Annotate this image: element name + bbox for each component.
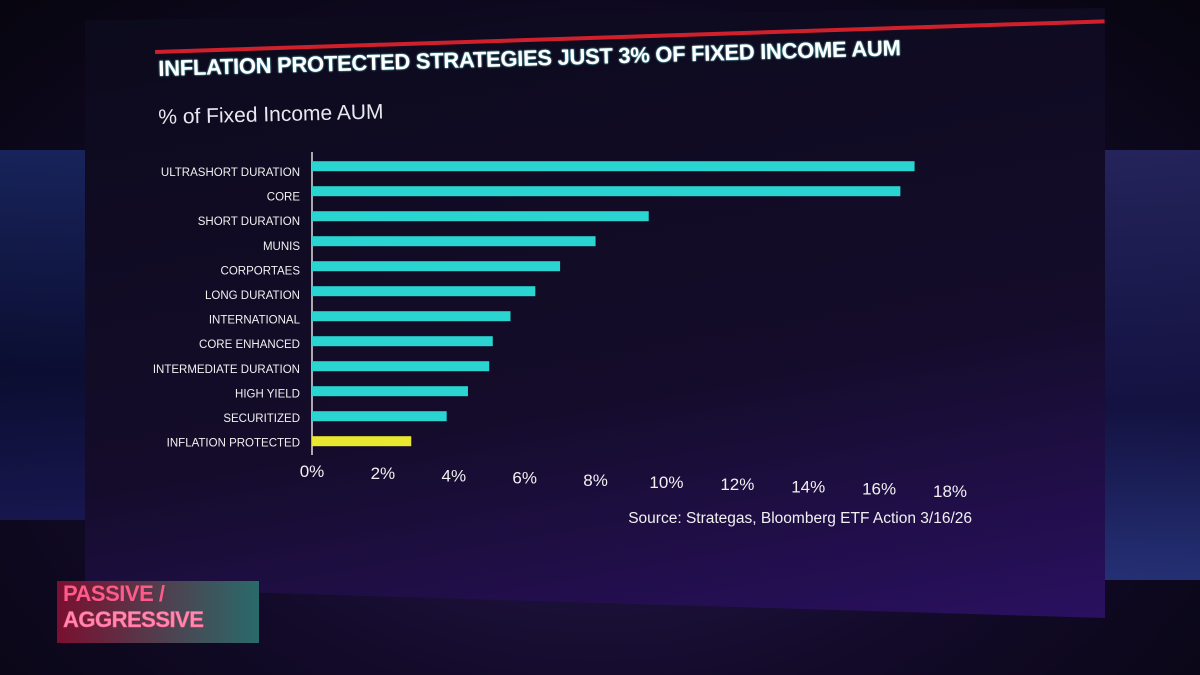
bar-international <box>312 311 511 322</box>
category-label: HIGH YIELD <box>235 388 300 400</box>
bar-long-duration <box>312 286 536 297</box>
x-tick-label: 14% <box>791 477 825 496</box>
show-logo: PASSIVE / AGGRESSIVE <box>57 581 259 643</box>
x-tick-label: 8% <box>583 471 608 490</box>
bar-intermediate-duration <box>312 361 490 372</box>
x-tick-label: 10% <box>649 473 683 492</box>
bar-munis <box>312 236 596 247</box>
category-label: CORPORTAES <box>221 265 301 277</box>
category-label: MUNIS <box>263 241 300 253</box>
bar-ultrashort-duration <box>312 161 915 172</box>
show-logo-line1: PASSIVE / <box>63 581 165 606</box>
category-label: LONG DURATION <box>205 290 300 302</box>
bar-core <box>312 186 901 197</box>
category-label: INTERMEDIATE DURATION <box>153 364 300 376</box>
bar-securitized <box>312 411 447 422</box>
show-logo-line2: AGGRESSIVE <box>63 607 204 633</box>
category-label: ULTRASHORT DURATION <box>161 167 300 179</box>
chart-source: Source: Strategas, Bloomberg ETF Action … <box>628 510 972 527</box>
x-tick-label: 16% <box>862 480 896 499</box>
x-tick-label: 18% <box>933 482 967 501</box>
category-label: SECURITIZED <box>223 413 300 425</box>
bar-core-enhanced <box>312 336 493 347</box>
category-label: SHORT DURATION <box>198 216 300 228</box>
bar-short-duration <box>312 211 649 222</box>
category-label: CORE <box>267 192 301 204</box>
studio-backdrop-right <box>1100 150 1200 580</box>
bar-inflation-protected <box>312 436 412 447</box>
x-tick-label: 0% <box>300 462 325 481</box>
bar-corportaes <box>312 261 561 272</box>
x-tick-label: 12% <box>720 475 754 494</box>
chart-screen <box>85 8 1105 618</box>
category-label: INTERNATIONAL <box>209 315 301 327</box>
category-label: INFLATION PROTECTED <box>167 438 300 450</box>
category-label: CORE ENHANCED <box>199 339 300 351</box>
studio-backdrop-left <box>0 150 90 520</box>
x-tick-label: 4% <box>441 466 466 485</box>
x-tick-label: 6% <box>512 469 537 488</box>
bar-high-yield <box>312 386 468 397</box>
x-tick-label: 2% <box>371 464 396 483</box>
